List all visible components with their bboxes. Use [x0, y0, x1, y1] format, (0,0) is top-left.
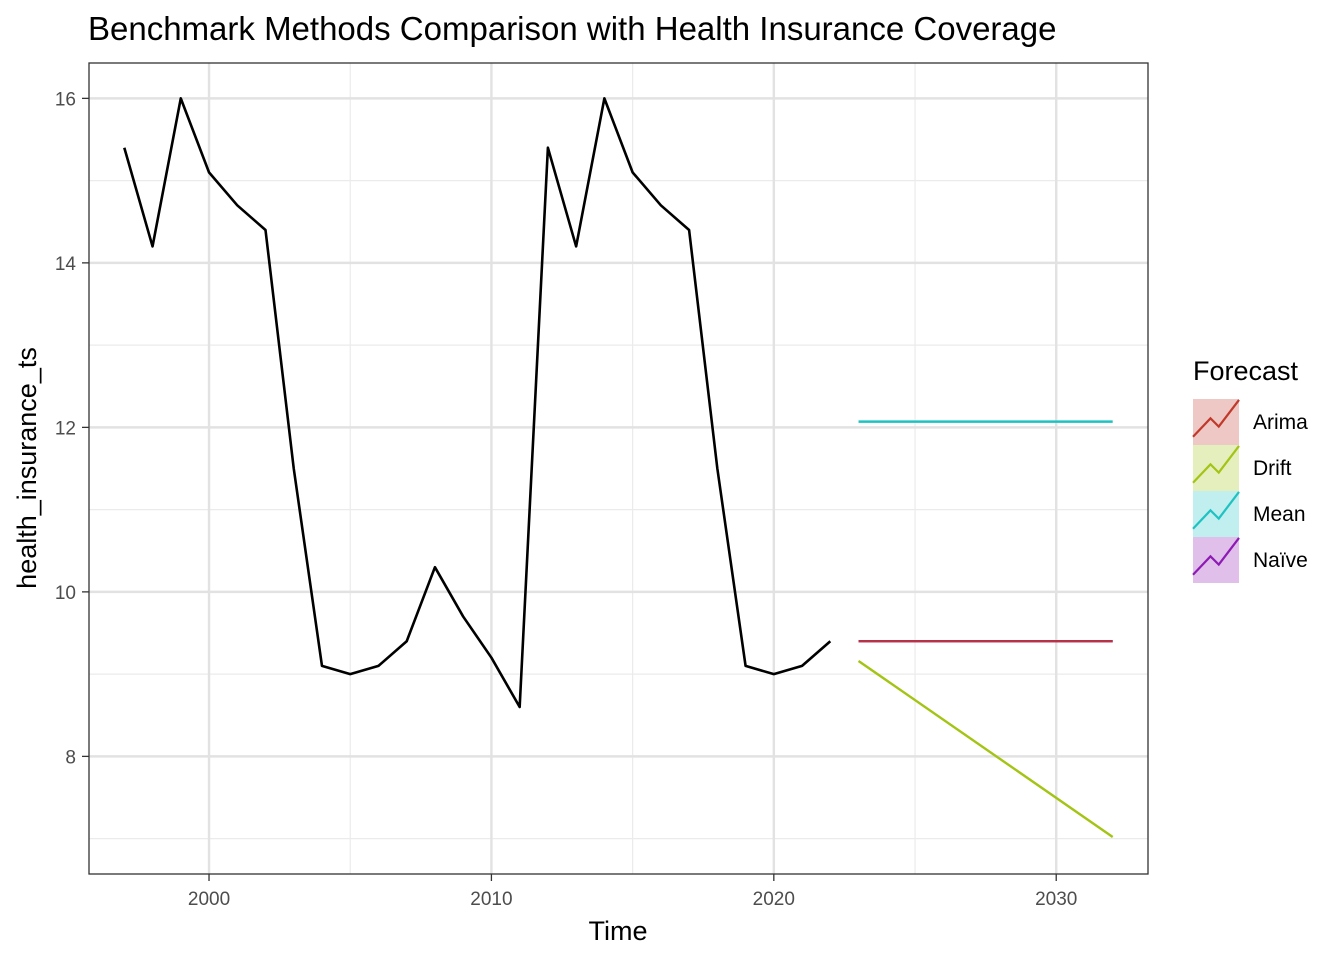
legend-key-line-drift — [1192, 445, 1240, 484]
grid-major — [89, 63, 1148, 874]
legend-label-mean: Mean — [1253, 503, 1306, 526]
x-axis-title: Time — [589, 916, 648, 946]
observed-line — [123, 97, 832, 709]
y-axis-title: health_insurance_ts — [12, 347, 42, 589]
y-tick-label: 8 — [65, 747, 76, 768]
y-tick-label: 12 — [55, 418, 76, 439]
legend: Forecast Arima Drift Mean Naïve — [1192, 356, 1308, 583]
forecast-lines — [857, 420, 1114, 838]
legend-swatch-mean — [1193, 491, 1239, 537]
y-axis: 8 10 12 14 16 — [55, 89, 89, 768]
y-tick-label: 16 — [55, 89, 76, 110]
legend-label-drift: Drift — [1253, 457, 1292, 480]
legend-label-nave: Naïve — [1253, 549, 1308, 572]
x-tick-label: 2010 — [470, 889, 512, 910]
legend-key-line-nave — [1192, 537, 1240, 576]
y-tick-label: 10 — [55, 583, 76, 604]
legend-swatch-nave — [1193, 537, 1239, 583]
x-tick-label: 2020 — [753, 889, 795, 910]
legend-swatch-arima — [1193, 399, 1239, 445]
chart-title: Benchmark Methods Comparison with Health… — [88, 10, 1056, 47]
x-tick-label: 2000 — [188, 889, 230, 910]
x-axis: 2000 2010 2020 2030 — [188, 874, 1077, 910]
grid-minor — [89, 63, 1148, 874]
legend-label-arima: Arima — [1253, 411, 1308, 434]
legend-swatch-drift — [1193, 445, 1239, 491]
plot-border — [88, 62, 1149, 875]
legend-key-line-mean — [1192, 491, 1240, 530]
observed-series — [123, 97, 832, 709]
series-line-drift — [857, 659, 1114, 838]
legend-title: Forecast — [1193, 356, 1299, 386]
legend-items: Arima Drift Mean Naïve — [1192, 399, 1308, 583]
x-tick-label: 2030 — [1035, 889, 1077, 910]
y-tick-label: 14 — [55, 254, 77, 275]
legend-key-line-arima — [1192, 399, 1240, 438]
